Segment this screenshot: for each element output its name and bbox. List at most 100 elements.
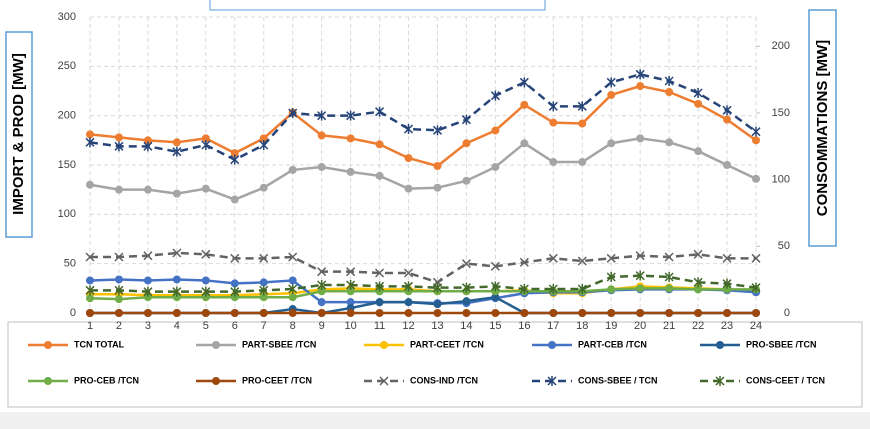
marker bbox=[636, 82, 645, 91]
marker bbox=[403, 124, 414, 134]
x-tick-label: 15 bbox=[489, 320, 501, 332]
marker bbox=[722, 253, 732, 263]
x-tick-label: 5 bbox=[203, 320, 209, 332]
marker bbox=[172, 146, 182, 157]
marker bbox=[86, 294, 94, 303]
y-axis-title: IMPORT & PROD [MW] bbox=[10, 53, 27, 215]
marker bbox=[723, 115, 732, 124]
marker bbox=[462, 176, 471, 185]
y-tick-label: 100 bbox=[58, 208, 76, 220]
marker bbox=[143, 293, 152, 302]
marker bbox=[288, 276, 297, 285]
marker bbox=[172, 275, 181, 284]
marker bbox=[114, 285, 124, 296]
marker bbox=[375, 281, 385, 292]
legend-item: PART-CEET /TCN bbox=[364, 339, 484, 349]
x-tick-label: 12 bbox=[402, 320, 414, 332]
x-tick-label: 9 bbox=[319, 320, 325, 332]
marker bbox=[201, 286, 211, 297]
marker bbox=[143, 251, 153, 261]
marker bbox=[230, 293, 239, 302]
legend-label: CONS-IND /TCN bbox=[410, 375, 478, 385]
y-tick-label: 50 bbox=[64, 258, 76, 270]
y-tick-label: 200 bbox=[58, 110, 76, 122]
marker bbox=[114, 141, 124, 152]
marker bbox=[259, 134, 268, 143]
marker bbox=[201, 293, 210, 302]
marker bbox=[288, 284, 298, 294]
series-line bbox=[89, 73, 757, 161]
y2-tick-label: 50 bbox=[778, 240, 790, 252]
marker bbox=[259, 293, 268, 302]
marker bbox=[722, 278, 732, 289]
marker bbox=[752, 309, 760, 317]
marker bbox=[230, 149, 239, 158]
marker bbox=[549, 158, 558, 167]
marker bbox=[548, 101, 558, 112]
marker bbox=[114, 133, 123, 142]
marker bbox=[230, 309, 239, 317]
marker bbox=[693, 277, 703, 288]
marker bbox=[548, 341, 556, 349]
marker bbox=[375, 268, 385, 278]
series-line bbox=[89, 137, 757, 201]
marker bbox=[752, 174, 760, 183]
marker bbox=[259, 253, 269, 263]
marker bbox=[715, 376, 725, 386]
y2-axis-title: CONSOMMATIONS [MW] bbox=[814, 40, 831, 216]
legend-item: PRO-CEET /TCN bbox=[196, 375, 312, 385]
marker bbox=[201, 184, 210, 193]
marker bbox=[577, 256, 587, 266]
marker bbox=[607, 139, 616, 148]
x-tick-label: 4 bbox=[174, 320, 180, 332]
marker bbox=[143, 309, 152, 317]
marker bbox=[636, 309, 645, 317]
marker bbox=[230, 253, 240, 263]
marker bbox=[694, 309, 703, 317]
marker bbox=[114, 295, 123, 304]
marker bbox=[665, 284, 674, 293]
legend-label: CONS-SBEE / TCN bbox=[578, 375, 658, 385]
legend-item: TCN TOTAL bbox=[28, 339, 125, 349]
legend-item: PRO-CEB /TCN bbox=[28, 375, 139, 385]
series-line bbox=[89, 84, 757, 168]
x-tick-label: 1 bbox=[87, 320, 93, 332]
y2-tick-label: 150 bbox=[772, 107, 790, 119]
marker bbox=[519, 257, 529, 267]
marker bbox=[635, 69, 645, 80]
marker bbox=[85, 137, 95, 148]
marker bbox=[375, 309, 384, 317]
marker bbox=[346, 167, 355, 176]
y2-tick-label: 0 bbox=[784, 307, 790, 319]
legend-label: PRO-SBEE /TCN bbox=[746, 339, 817, 349]
title-box bbox=[209, 0, 546, 11]
marker bbox=[317, 287, 326, 296]
x-tick-label: 22 bbox=[692, 320, 704, 332]
marker bbox=[143, 276, 152, 285]
x-tick-label: 7 bbox=[261, 320, 267, 332]
marker bbox=[85, 252, 95, 262]
legend-item: PART-SBEE /TCN bbox=[196, 339, 316, 349]
marker bbox=[259, 285, 269, 296]
marker bbox=[259, 183, 268, 192]
marker bbox=[201, 309, 210, 317]
marker bbox=[317, 110, 327, 121]
marker bbox=[201, 134, 210, 143]
series-line bbox=[89, 287, 756, 301]
marker bbox=[346, 267, 356, 277]
x-tick-label: 17 bbox=[547, 320, 559, 332]
x-tick-label: 8 bbox=[290, 320, 296, 332]
y-tick-label: 0 bbox=[70, 307, 76, 319]
marker bbox=[751, 282, 761, 293]
y-tick-label: 250 bbox=[58, 60, 76, 72]
marker bbox=[433, 309, 442, 317]
marker bbox=[143, 286, 153, 297]
marker bbox=[607, 285, 616, 294]
marker bbox=[519, 284, 529, 294]
marker bbox=[547, 376, 557, 386]
legend-label: TCN TOTAL bbox=[74, 339, 125, 349]
marker bbox=[114, 252, 124, 262]
legend-item: CONS-SBEE / TCN bbox=[532, 375, 658, 386]
marker bbox=[723, 161, 732, 169]
marker bbox=[578, 158, 587, 167]
